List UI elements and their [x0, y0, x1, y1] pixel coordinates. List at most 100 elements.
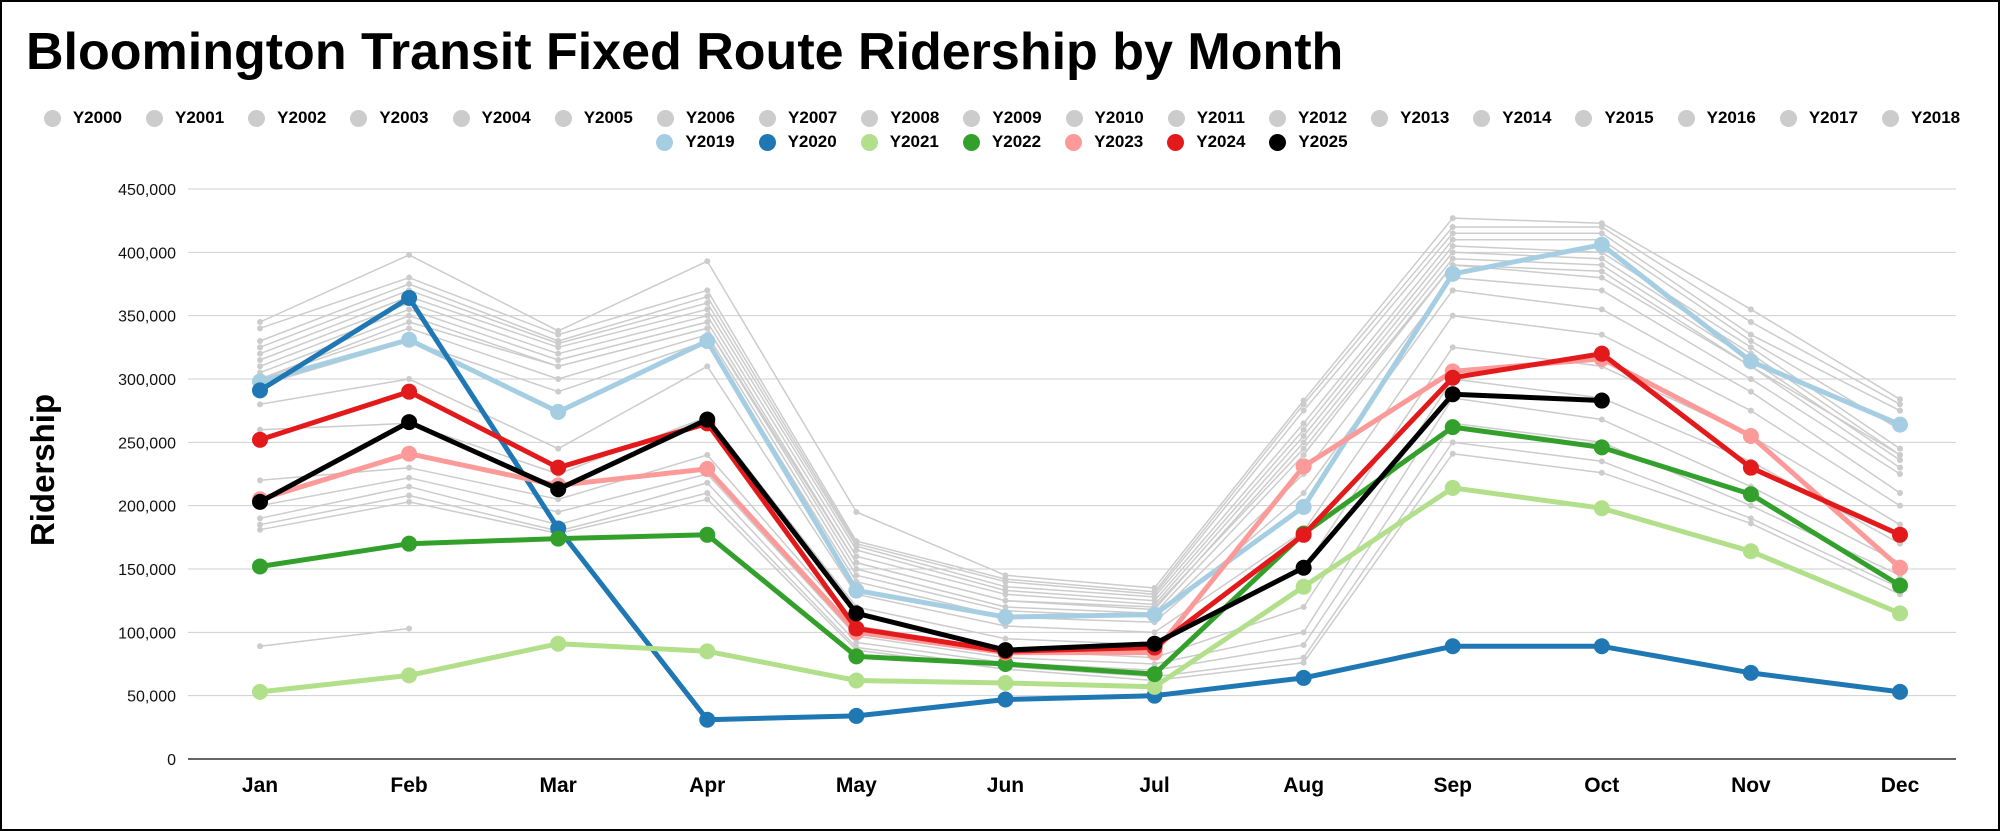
data-point: [1444, 265, 1461, 282]
data-point: [1897, 401, 1903, 408]
series-Y2025: [252, 386, 1610, 659]
y-tick-label: 0: [167, 752, 176, 769]
data-point: [406, 376, 413, 382]
data-point: [853, 538, 860, 545]
data-point: [401, 445, 418, 462]
legend-item[interactable]: Y2011: [1167, 108, 1245, 128]
data-point: [555, 363, 562, 370]
legend-item[interactable]: Y2006: [656, 108, 735, 128]
series-line: [259, 238, 1901, 598]
x-tick-label: Sep: [1433, 774, 1472, 797]
legend-item[interactable]: Y2019: [656, 132, 735, 152]
x-tick-label: Oct: [1584, 774, 1619, 797]
legend-item[interactable]: Y2021: [860, 132, 939, 152]
data-point: [555, 327, 562, 334]
data-point: [1593, 236, 1610, 253]
data-point: [550, 530, 567, 547]
legend-label: Y2002: [277, 108, 327, 127]
series-line: [259, 264, 1901, 608]
series-line: [259, 232, 1901, 596]
series-Y2004: [257, 395, 1903, 667]
y-tick-label: 50,000: [127, 689, 176, 706]
data-point: [704, 300, 711, 306]
legend-swatch: [656, 133, 674, 151]
data-point: [1444, 638, 1461, 655]
data-point: [1146, 678, 1163, 695]
data-point: [1449, 236, 1456, 243]
legend-item[interactable]: Y2013: [1371, 108, 1449, 128]
data-point: [1897, 502, 1903, 509]
data-point: [997, 691, 1014, 708]
x-tick-label: Jan: [242, 774, 278, 797]
series-line: [257, 485, 1903, 695]
y-tick-label: 300,000: [118, 372, 176, 389]
series-line: [257, 351, 1903, 654]
legend-item[interactable]: Y2012: [1268, 108, 1347, 128]
data-point: [1449, 450, 1456, 457]
series-line: [257, 242, 1903, 620]
legend-item[interactable]: Y2008: [861, 108, 939, 128]
legend-label: Y2001: [175, 108, 225, 127]
data-point: [699, 460, 716, 477]
data-point: [1151, 629, 1158, 636]
legend-item[interactable]: Y2010: [1065, 108, 1144, 128]
data-point: [406, 625, 413, 632]
data-point: [997, 642, 1014, 659]
data-point: [1742, 664, 1759, 681]
legend-item[interactable]: Y2000: [43, 108, 122, 128]
legend-item[interactable]: Y2002: [248, 108, 326, 128]
data-point: [1598, 230, 1605, 237]
legend-item[interactable]: Y2023: [1065, 132, 1143, 152]
chart-title: Bloomington Transit Fixed Route Ridershi…: [26, 23, 1344, 81]
legend-item[interactable]: Y2007: [759, 108, 837, 128]
data-point: [252, 382, 268, 399]
data-point: [257, 344, 263, 351]
legend-item[interactable]: Y2016: [1677, 108, 1756, 128]
legend-label: Y2024: [1196, 132, 1246, 151]
legend-item[interactable]: Y2015: [1575, 108, 1654, 128]
legend-item[interactable]: Y2025: [1269, 132, 1348, 152]
data-point: [853, 559, 860, 566]
data-point: [1295, 526, 1312, 543]
data-point: [1598, 331, 1605, 338]
data-point: [406, 474, 413, 481]
data-point: [1747, 520, 1754, 527]
legend-swatch: [1167, 109, 1185, 127]
legend-item[interactable]: Y2024: [1167, 132, 1245, 152]
series-line: [259, 257, 1901, 611]
legend-swatch: [962, 133, 980, 151]
data-point: [1598, 262, 1605, 268]
legend-item[interactable]: Y2009: [963, 108, 1042, 128]
legend-swatch: [43, 109, 61, 127]
data-point: [1444, 386, 1461, 403]
x-tick-label: May: [836, 774, 877, 797]
data-point: [1897, 457, 1903, 464]
legend-item[interactable]: Y2001: [146, 108, 224, 128]
legend-item[interactable]: Y2004: [452, 108, 531, 128]
legend-item[interactable]: Y2014: [1473, 108, 1551, 128]
data-point: [1002, 604, 1009, 610]
data-point: [406, 281, 413, 287]
legend-item[interactable]: Y2018: [1881, 108, 1960, 128]
data-point: [704, 325, 711, 332]
data-point: [1892, 605, 1908, 622]
data-point: [1747, 344, 1754, 351]
data-point: [1892, 416, 1908, 433]
legend-item[interactable]: Y2020: [758, 132, 837, 152]
legend-item[interactable]: Y2005: [554, 108, 633, 128]
data-point: [848, 672, 865, 689]
data-point: [406, 492, 413, 499]
data-point: [1449, 439, 1456, 446]
legend-item[interactable]: Y2017: [1779, 108, 1858, 128]
data-point: [1449, 243, 1456, 249]
x-tick-label: Apr: [689, 774, 725, 797]
data-point: [401, 535, 418, 552]
data-point: [1300, 426, 1307, 433]
data-point: [1742, 428, 1759, 444]
legend-item[interactable]: Y2022: [962, 132, 1041, 152]
data-point: [1593, 638, 1610, 655]
legend-item[interactable]: Y2003: [350, 108, 429, 128]
data-point: [1300, 642, 1307, 648]
data-point: [1444, 369, 1461, 386]
legend-label: Y2008: [890, 108, 940, 127]
